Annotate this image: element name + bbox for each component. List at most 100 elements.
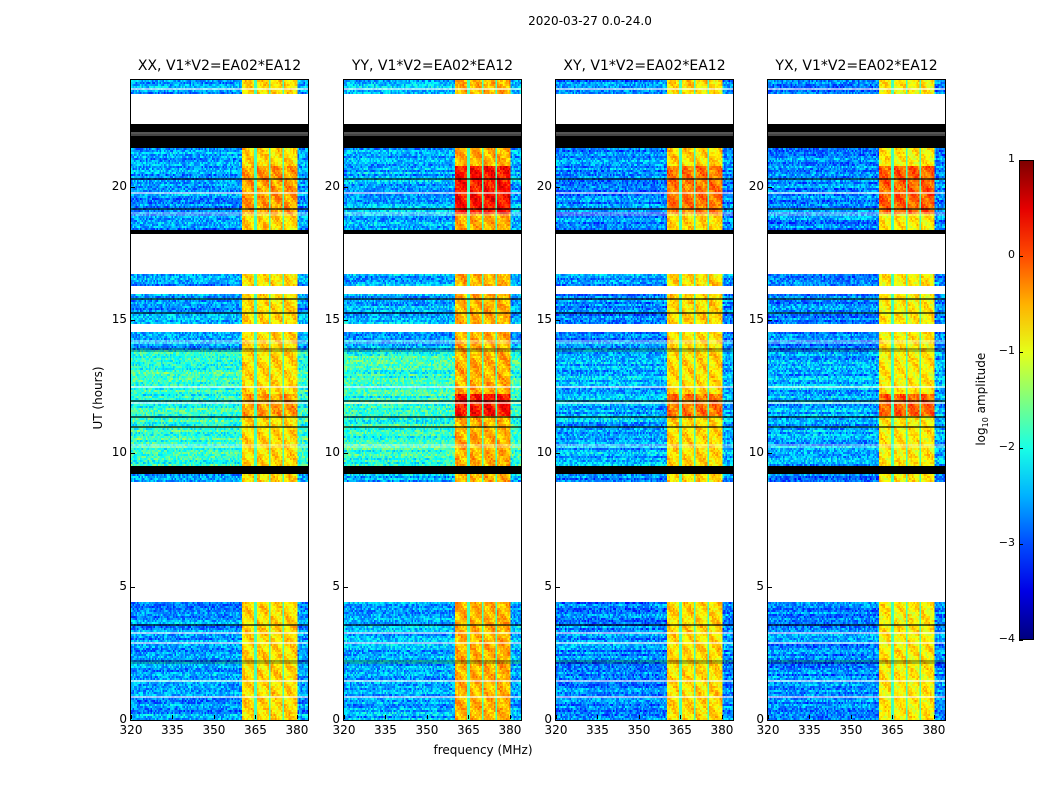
y-tick (556, 586, 560, 588)
y-tick-label: 0 (756, 712, 764, 726)
x-tick-label: 335 (161, 723, 184, 737)
y-tick-label: 20 (748, 178, 764, 193)
y-tick (344, 586, 348, 588)
colorbar-tick (1019, 544, 1023, 545)
y-tick (131, 586, 135, 588)
colorbar-tick (1019, 640, 1023, 641)
x-tick-label: 320 (119, 723, 143, 737)
y-tick-label: 20 (324, 178, 340, 193)
x-tick (680, 715, 682, 719)
y-tick (344, 453, 348, 455)
y-tick-label: 15 (324, 312, 340, 326)
colorbar-label-rest: amplitude (973, 352, 988, 418)
y-tick-label: 20 (111, 178, 127, 193)
figure-title: 2020-03-27 0.0-24.0 (528, 14, 652, 28)
x-tick (131, 715, 132, 719)
x-tick-label: 350 (627, 723, 651, 737)
colorbar-tick (1019, 256, 1023, 257)
colorbar-tick (1019, 448, 1023, 449)
colorbar-label-sub: 10 (981, 417, 991, 428)
y-tick (131, 320, 135, 321)
x-tick (255, 715, 257, 719)
panel-title: YY, V1*V2=EA02*EA12 (351, 58, 514, 74)
x-tick (933, 715, 935, 719)
x-tick (721, 715, 723, 719)
y-tick-label: 5 (332, 578, 340, 593)
x-tick-label: 335 (798, 723, 821, 737)
y-tick (344, 320, 348, 321)
colorbar-tick-label: −2 (998, 440, 1015, 453)
y-tick-label: 15 (536, 312, 552, 326)
x-tick (850, 715, 852, 719)
x-tick (597, 715, 599, 719)
y-tick (556, 320, 560, 321)
x-tick-label: 335 (586, 723, 609, 737)
x-tick-label: 365 (244, 723, 267, 737)
y-tick-label: 5 (756, 578, 764, 593)
x-tick (892, 715, 894, 719)
y-tick (768, 586, 772, 588)
x-tick-label: 350 (839, 723, 863, 737)
y-tick-label: 10 (324, 445, 340, 460)
colorbar (1019, 160, 1034, 640)
y-tick (344, 720, 348, 721)
y-tick (556, 453, 560, 455)
x-tick-label: 380 (710, 723, 734, 737)
y-tick-label: 10 (536, 445, 552, 460)
y-axis-label: UT (hours) (91, 366, 105, 430)
x-tick (385, 715, 387, 719)
x-tick (556, 715, 557, 719)
y-tick-label: 5 (119, 578, 127, 593)
x-tick-label: 365 (457, 723, 480, 737)
x-tick (296, 715, 298, 719)
y-tick-label: 15 (111, 312, 127, 326)
x-tick-label: 350 (415, 723, 439, 737)
y-tick-label: 0 (544, 712, 552, 726)
heatmap-image (556, 80, 733, 720)
y-tick (768, 720, 772, 721)
x-tick (638, 715, 640, 719)
colorbar-tick-label: −4 (998, 632, 1015, 645)
colorbar-tick-label: 0 (1008, 248, 1015, 261)
y-tick (768, 186, 772, 188)
y-tick-label: 15 (748, 312, 764, 326)
y-tick-label: 20 (536, 178, 552, 193)
x-tick-label: 365 (669, 723, 692, 737)
colorbar-tick-label: 1 (1008, 152, 1015, 165)
x-tick-label: 380 (922, 723, 946, 737)
x-tick (213, 715, 215, 719)
colorbar-tick-label: −1 (998, 344, 1015, 357)
x-tick (172, 715, 174, 719)
y-tick (556, 186, 560, 188)
y-tick (131, 186, 135, 188)
x-tick-label: 380 (285, 723, 309, 737)
x-tick (426, 715, 428, 719)
y-tick-label: 10 (748, 445, 764, 460)
x-tick (344, 715, 345, 719)
y-tick-label: 0 (332, 712, 340, 726)
x-tick-label: 350 (202, 723, 226, 737)
heatmap-panel: XY, V1*V2=EA02*EA12 320 335 350 365 380 0 5 10 15… (537, 58, 734, 737)
x-tick (468, 715, 470, 719)
y-tick (131, 453, 135, 455)
x-tick-label: 320 (332, 723, 356, 737)
y-tick-label: 10 (111, 445, 127, 460)
x-tick-label: 320 (756, 723, 780, 737)
colorbar-tick (1019, 160, 1023, 161)
x-axis-label: frequency (MHz) (433, 743, 533, 757)
y-tick-label: 5 (544, 578, 552, 593)
x-tick-label: 380 (498, 723, 522, 737)
panel-title: YX, V1*V2=EA02*EA12 (775, 58, 938, 74)
y-tick (131, 720, 135, 721)
panel-title: XY, V1*V2=EA02*EA12 (563, 58, 726, 74)
colorbar-tick (1019, 352, 1023, 353)
x-tick (809, 715, 811, 719)
heatmap-image (344, 80, 521, 720)
panel-title: XX, V1*V2=EA02*EA12 (137, 58, 302, 74)
x-tick (768, 715, 769, 719)
colorbar-tick-label: −3 (998, 536, 1015, 549)
heatmap-panel: XX, V1*V2=EA02*EA12 320 335 350 365 380 0 5 10 15… (112, 58, 309, 737)
x-tick-label: 320 (544, 723, 568, 737)
x-tick (509, 715, 511, 719)
y-tick (344, 186, 348, 188)
